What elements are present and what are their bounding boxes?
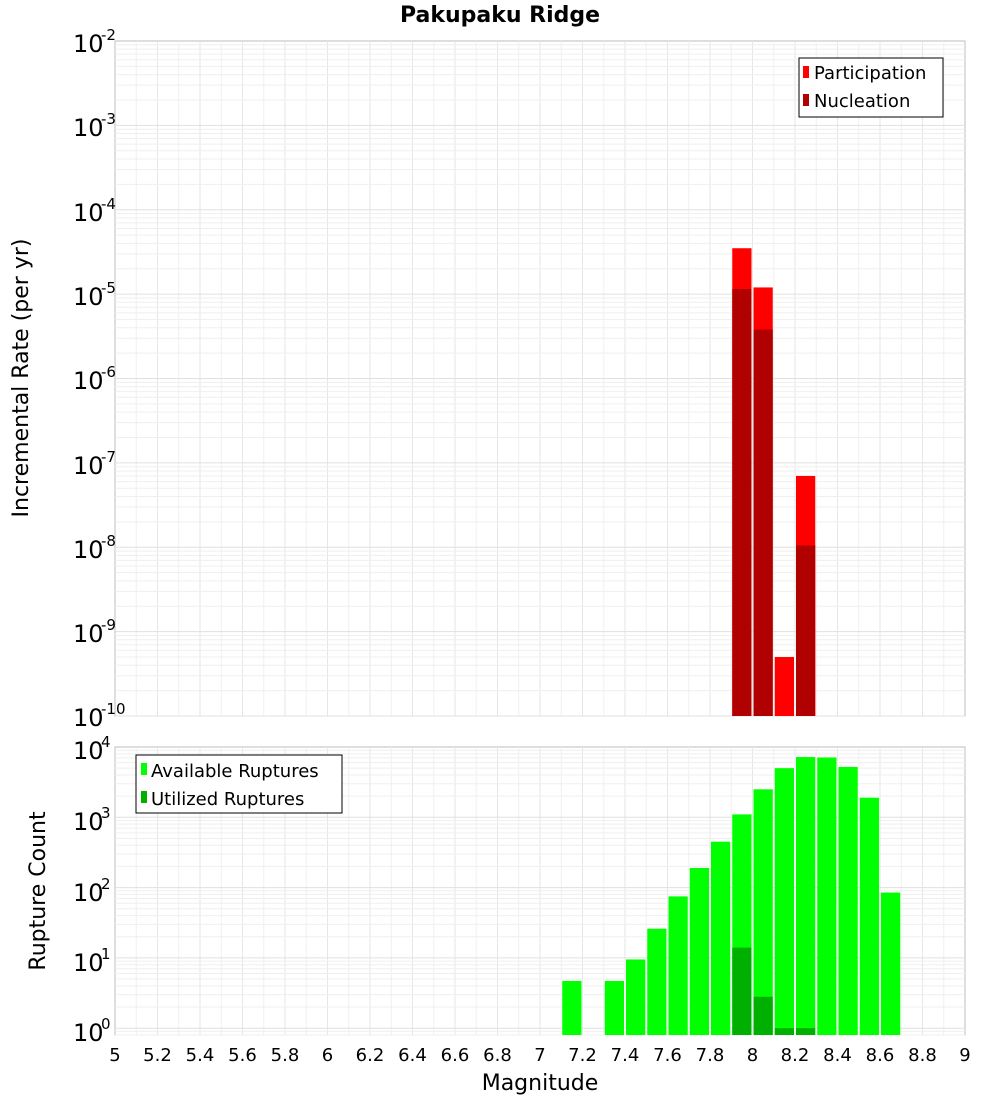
chart-title: Pakupaku Ridge [400,3,600,28]
rate-y-tick-exponent: -9 [101,616,116,634]
legend-swatch-participation [803,66,809,78]
legend-swatch-available [141,763,147,775]
count-bar-utilized-ruptures [732,947,752,1035]
x-tick-label: 8.8 [908,1045,937,1066]
legend-label-available: Available Ruptures [151,761,319,782]
rate-legend-box [798,57,944,118]
rate-y-tick-base: 10 [73,199,104,227]
count-bar-available-ruptures [753,789,773,1035]
rate-bar-nucleation [796,545,816,716]
legend-label-utilized: Utilized Ruptures [151,789,304,810]
count-y-tick-base: 10 [73,949,104,977]
count-y-tick-exponent: 4 [101,733,111,751]
rate-y-ticks: 10-210-310-410-510-610-710-810-910-10 [73,26,126,732]
rate-y-tick-base: 10 [73,367,104,395]
count-bar-utilized-ruptures [796,1028,816,1035]
count-bar-utilized-ruptures [753,996,773,1035]
count-y-tick-exponent: 1 [101,945,111,963]
rate-y-tick-exponent: -8 [101,532,116,550]
legend-label-nucleation: Nucleation [814,91,910,112]
x-tick-label: 7.4 [611,1045,640,1066]
rate-y-axis-label: Incremental Rate (per yr) [9,239,34,518]
x-tick-label: 5.6 [228,1045,257,1066]
x-tick-label: 8 [747,1045,758,1066]
count-legend: Available Ruptures Utilized Ruptures [135,754,343,814]
rate-y-tick-exponent: -5 [101,279,116,297]
rate-y-tick-base: 10 [73,114,104,142]
x-tick-label: 6 [322,1045,333,1066]
count-y-tick-base: 10 [73,1019,104,1047]
x-axis-ticks: 5 5.2 5.4 5.6 5.8 6 6.2 6.4 6.6 6.8 7 7.2 7.4 7.6 7.8 8… [109,1045,970,1066]
count-y-tick-exponent: 3 [101,804,111,822]
legend-swatch-nucleation [803,94,809,106]
count-bar-available-ruptures [881,892,901,1035]
x-tick-label: 5.4 [186,1045,215,1066]
rate-y-tick-exponent: -2 [101,26,116,44]
x-tick-label: 6.6 [441,1045,470,1066]
rate-bar-nucleation [732,289,752,716]
rate-grid [115,41,965,717]
count-bar-available-ruptures [859,797,879,1035]
x-tick-label: 7.8 [696,1045,725,1066]
x-tick-label: 6.8 [483,1045,512,1066]
rate-bar-participation [774,657,794,716]
rate-y-tick-base: 10 [73,283,104,311]
count-legend-box [135,754,343,814]
count-bar-available-ruptures [711,841,731,1035]
count-bar-available-ruptures [838,766,858,1035]
count-bar-available-ruptures [668,896,688,1035]
count-bars [562,757,901,1035]
count-bar-available-ruptures [689,867,709,1035]
count-y-tick-exponent: 2 [101,875,111,893]
rate-panel: 10-210-310-410-510-610-710-810-910-10 In… [9,26,966,732]
count-y-tick-base: 10 [73,808,104,836]
legend-label-participation: Participation [814,63,926,84]
x-tick-label: 8.2 [781,1045,810,1066]
count-y-axis-label: Rupture Count [26,811,51,971]
count-y-tick-base: 10 [73,879,104,907]
count-bar-available-ruptures [562,980,582,1035]
count-bar-available-ruptures [604,980,624,1035]
count-y-tick-base: 10 [73,737,104,765]
count-bar-available-ruptures [626,959,646,1035]
rate-y-tick-exponent: -3 [101,110,116,128]
x-tick-label: 6.4 [398,1045,427,1066]
count-bar-utilized-ruptures [774,1028,794,1035]
rate-y-tick-base: 10 [73,620,104,648]
x-tick-label: 6.2 [356,1045,385,1066]
rate-y-tick-base: 10 [73,452,104,480]
rate-y-tick-base: 10 [73,30,104,58]
rate-y-tick-exponent: -6 [101,363,116,381]
x-tick-label: 8.4 [823,1045,852,1066]
rate-bars [732,248,816,717]
rate-bar-nucleation [753,329,773,716]
x-tick-label: 7.6 [653,1045,682,1066]
rate-legend: Participation Nucleation [798,57,944,118]
rate-y-tick-exponent: -7 [101,448,116,466]
x-tick-label: 5.2 [143,1045,172,1066]
rate-y-tick-exponent: -10 [101,700,126,718]
legend-swatch-utilized [141,791,147,803]
x-axis-label: Magnitude [482,1071,599,1096]
x-tick-label: 7 [534,1045,545,1066]
count-bar-available-ruptures [647,928,667,1035]
x-tick-label: 8.6 [866,1045,895,1066]
count-y-tick-exponent: 0 [101,1015,111,1033]
x-tick-label: 5.8 [271,1045,300,1066]
rate-y-tick-base: 10 [73,536,104,564]
count-bar-available-ruptures [817,757,837,1035]
x-tick-label: 9 [959,1045,970,1066]
rate-y-tick-exponent: -4 [101,195,116,213]
x-tick-label: 7.2 [568,1045,597,1066]
count-bar-available-ruptures [796,757,816,1035]
count-bar-available-ruptures [774,768,794,1035]
x-tick-label: 5 [109,1045,120,1066]
rate-y-tick-base: 10 [73,704,104,732]
